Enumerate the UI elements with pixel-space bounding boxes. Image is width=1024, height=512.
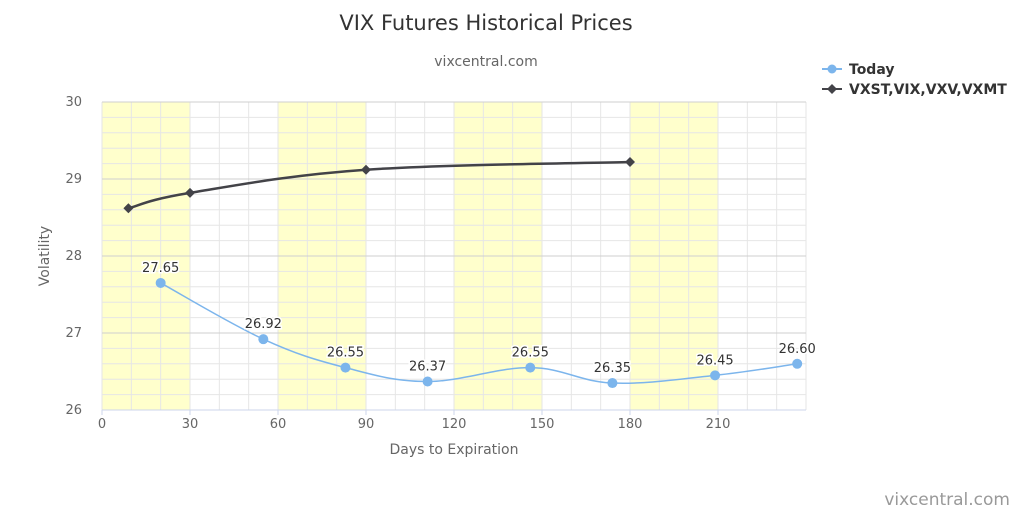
legend: Today VXST,VIX,VXV,VXMT (822, 62, 1007, 98)
y-axis-title: Volatility (37, 226, 53, 286)
credit-link[interactable]: vixcentral.com (884, 490, 1010, 510)
data-point (525, 362, 536, 373)
y-tick-label: 26 (65, 403, 82, 418)
data-label: 26.45 (696, 353, 733, 368)
legend-marker-term-structure (827, 84, 837, 94)
x-axis-ticks: 0 30 60 90 120 150 180 210 (98, 410, 731, 432)
legend-label-term-structure: VXST,VIX,VXV,VXMT (849, 82, 1007, 98)
data-point (422, 376, 433, 387)
x-tick-label: 90 (358, 417, 375, 432)
data-label: 26.55 (512, 346, 549, 361)
x-tick-label: 150 (530, 417, 555, 432)
series-line-0 (160, 282, 798, 385)
data-point (607, 378, 618, 389)
y-tick-label: 29 (65, 172, 82, 187)
data-point (710, 370, 721, 381)
legend-item-term-structure[interactable]: VXST,VIX,VXV,VXMT (822, 82, 1007, 98)
y-tick-label: 27 (65, 326, 82, 341)
data-label: 26.55 (327, 346, 364, 361)
legend-label-today: Today (849, 62, 894, 78)
x-tick-label: 120 (442, 417, 467, 432)
y-tick-label: 28 (65, 249, 82, 264)
data-point (185, 187, 195, 198)
x-tick-label: 60 (270, 417, 287, 432)
legend-item-today[interactable]: Today (822, 62, 894, 78)
x-tick-label: 0 (98, 417, 106, 432)
data-label: 26.92 (245, 317, 282, 332)
x-axis-title: Days to Expiration (390, 442, 519, 458)
data-label: 26.60 (779, 342, 816, 357)
data-point (361, 164, 371, 175)
chart-title: VIX Futures Historical Prices (339, 11, 632, 35)
data-label: 27.65 (142, 261, 179, 276)
y-axis-ticks: 26 27 28 29 30 (65, 95, 82, 418)
data-point (155, 277, 166, 288)
data-point (340, 362, 351, 373)
data-label: 26.35 (594, 361, 631, 376)
series-line-1 (128, 160, 631, 210)
x-tick-label: 180 (618, 417, 643, 432)
x-tick-label: 30 (182, 417, 199, 432)
data-label: 26.37 (409, 360, 446, 375)
x-tick-label: 210 (706, 417, 731, 432)
data-point (258, 334, 269, 345)
series (123, 157, 803, 389)
data-point (792, 358, 803, 369)
data-point (123, 203, 134, 214)
legend-marker-today (827, 64, 837, 74)
data-point (625, 157, 635, 168)
y-tick-label: 30 (65, 95, 82, 110)
chart-subtitle: vixcentral.com (434, 54, 537, 70)
data-labels: 27.65 26.92 26.55 26.37 26.55 26.35 26.45 26.60 (141, 259, 818, 377)
